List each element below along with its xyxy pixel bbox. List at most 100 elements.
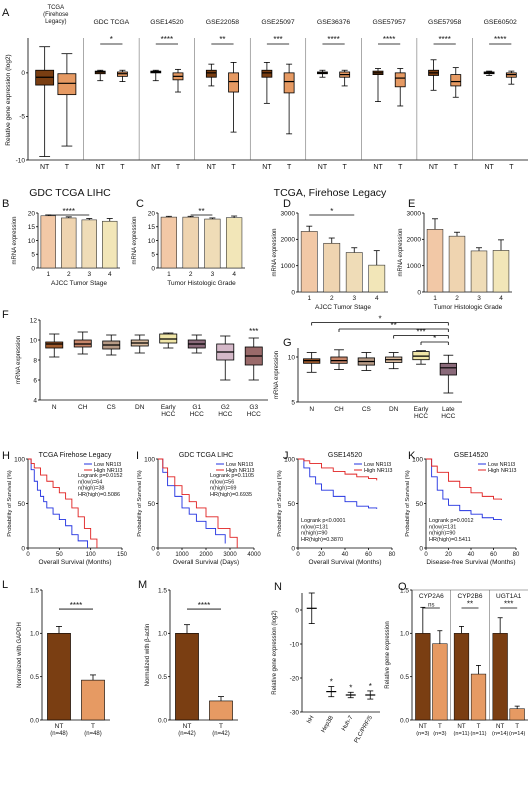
panel-h-series-low bbox=[28, 458, 88, 548]
panel-c-bar bbox=[225, 217, 243, 269]
panel-f-y-tick-label: 10 bbox=[30, 337, 38, 344]
panel-c-bar bbox=[204, 218, 221, 269]
panel-a-x-label: NT bbox=[484, 164, 494, 171]
panel-a-sig: **** bbox=[438, 35, 450, 44]
panel-f-x-tick-label: CS bbox=[107, 404, 117, 411]
panel-a-box-t bbox=[450, 74, 462, 87]
panel-a-box-t bbox=[394, 72, 406, 88]
panel-d-x-tick-label: 2 bbox=[330, 295, 334, 302]
panel-k-y-tick-label: 50 bbox=[416, 501, 424, 508]
panel-g-x-tick-label: CH bbox=[334, 406, 344, 413]
panel-n-x-tick-label: PLC/PRF/5 bbox=[354, 714, 375, 744]
panel-b-bar bbox=[61, 217, 77, 269]
panel-o-ylabel: Relative gene expression bbox=[385, 621, 391, 688]
panel-b-x-tick-label: 4 bbox=[108, 271, 112, 278]
panel-d-bar bbox=[323, 242, 341, 293]
panel-j-x-tick-label: 20 bbox=[318, 552, 325, 558]
panel-a-sig: **** bbox=[161, 35, 173, 44]
panel-j-legend-label: High NR1I3 bbox=[364, 468, 392, 474]
panel-c-y-tick-label: 10 bbox=[148, 238, 156, 245]
panel-b-y-tick-label: 5 bbox=[31, 252, 35, 259]
panel-k-y-tick-label: 0 bbox=[419, 545, 423, 552]
panel-a-group-title: GSE57958 bbox=[428, 19, 461, 26]
panel-c-ylabel: mRNA expression bbox=[132, 216, 138, 264]
panel-g-x-tick-label: Late bbox=[442, 406, 455, 413]
panel-letter-H: H bbox=[2, 450, 10, 462]
panel-k-title: GSE14520 bbox=[454, 452, 488, 459]
panel-i-x-tick-label: 1000 bbox=[175, 552, 189, 558]
panel-a-x-label: T bbox=[454, 164, 459, 171]
panel-e-y-tick-label: 3000 bbox=[407, 210, 422, 217]
panel-h-ylabel: Probability of Survival (%) bbox=[7, 470, 13, 536]
panel-g-x-tick-label: DN bbox=[389, 406, 399, 413]
panel-a-sig: *** bbox=[273, 35, 282, 44]
panel-j-series-low bbox=[298, 458, 378, 509]
panel-j-legend-label: Low NR1I3 bbox=[364, 462, 391, 468]
panel-e-bar bbox=[448, 235, 466, 293]
panel-j-stat-text: Logrank p<0.0001 bbox=[301, 518, 346, 524]
panel-b-y-tick-label: 0 bbox=[31, 265, 35, 272]
panel-d-x-tick-label: 1 bbox=[307, 295, 311, 302]
panel-c-x-tick-label: 4 bbox=[232, 271, 236, 278]
panel-o-x-tick-label: T bbox=[477, 723, 481, 730]
panel-d-y-tick-label: 1000 bbox=[281, 263, 296, 270]
panel-letter-G: G bbox=[283, 337, 292, 349]
panel-h-x-tick-label: 100 bbox=[86, 552, 97, 558]
panel-f-x-tick-label: HCC bbox=[247, 411, 261, 418]
panel-n-sig: * bbox=[349, 683, 352, 692]
panel-n-x-tick-label: hH bbox=[306, 715, 315, 725]
panel-o-bar bbox=[432, 643, 448, 721]
panel-m-x-sublabel: (n=42) bbox=[178, 731, 196, 737]
panel-a-x-label: NT bbox=[262, 164, 272, 171]
panel-a-group-title: Legacy) bbox=[45, 19, 66, 25]
panel-d-bar bbox=[368, 264, 386, 293]
panel-d-sig: * bbox=[330, 207, 333, 216]
panel-m-y-tick-label: 0.0 bbox=[158, 717, 167, 724]
panel-b-x-tick-label: 1 bbox=[46, 271, 50, 278]
panel-o-x-sublabel: (n=14) bbox=[492, 731, 508, 737]
panel-e-bar bbox=[426, 229, 444, 293]
panel-k-x-tick-label: 60 bbox=[490, 552, 497, 558]
panel-c-x-tick-label: 2 bbox=[189, 271, 193, 278]
panel-i-legend-label: High NR1I3 bbox=[226, 468, 254, 474]
panel-k-xlabel: Disease-free Survival (Months) bbox=[426, 559, 515, 566]
panel-letter-F: F bbox=[2, 309, 9, 321]
panel-l-bar bbox=[47, 633, 71, 721]
panel-l-x-sublabel: (n=48) bbox=[84, 731, 102, 737]
panel-c-y-tick-label: 20 bbox=[148, 210, 156, 217]
panel-b-xlabel: AJCC Tumor Stage bbox=[51, 280, 107, 287]
panel-h-x-tick-label: 0 bbox=[26, 552, 30, 558]
panel-a-group-title: GDC TCGA bbox=[93, 19, 129, 26]
panel-g-y-tick-label: 5 bbox=[291, 399, 295, 406]
panel-j-y-tick-label: 50 bbox=[288, 501, 296, 508]
panel-f-y-tick-label: 4 bbox=[33, 397, 37, 404]
panel-g-x-tick-label: Early bbox=[414, 406, 430, 413]
panel-a-group-title: TCGA bbox=[47, 5, 64, 11]
panel-i-ylabel: Probability of Survival (%) bbox=[137, 470, 143, 536]
panel-l-x-tick-label: T bbox=[91, 723, 95, 730]
panel-a-x-label: NT bbox=[373, 164, 383, 171]
panel-m-sig: **** bbox=[198, 601, 210, 610]
panel-i-y-tick-label: 100 bbox=[144, 456, 155, 463]
panel-h-legend-label: High NR1I3 bbox=[94, 468, 122, 474]
panel-i-y-tick-label: 50 bbox=[148, 501, 156, 508]
panel-o-x-tick-label: T bbox=[515, 723, 519, 730]
panel-letter-L: L bbox=[2, 579, 8, 591]
panel-c-x-tick-label: 1 bbox=[167, 271, 171, 278]
panel-b-x-tick-label: 2 bbox=[67, 271, 71, 278]
panel-e-xlabel: Tumor Histologic Grade bbox=[434, 304, 503, 311]
panel-f-x-tick-label: HCC bbox=[190, 411, 204, 418]
panel-l-x-tick-label: NT bbox=[55, 723, 64, 730]
panel-f-x-tick-label: N bbox=[52, 404, 57, 411]
panel-i-stat-text: n(low)=56 bbox=[210, 479, 234, 485]
panel-a-box-t bbox=[57, 73, 77, 96]
panel-e-x-tick-label: 1 bbox=[433, 295, 437, 302]
panel-e-y-tick-label: 2000 bbox=[407, 237, 422, 244]
panel-h-y-tick-label: 50 bbox=[18, 501, 26, 508]
panel-j-stat-text: n(low)=131 bbox=[301, 524, 328, 530]
panel-a-ylabel: Relative gene expression (log2) bbox=[5, 54, 12, 145]
panel-letter-I: I bbox=[136, 450, 139, 462]
panel-a-sig: **** bbox=[494, 35, 506, 44]
panel-letter-A: A bbox=[2, 7, 10, 19]
panel-a-x-label: T bbox=[509, 164, 514, 171]
